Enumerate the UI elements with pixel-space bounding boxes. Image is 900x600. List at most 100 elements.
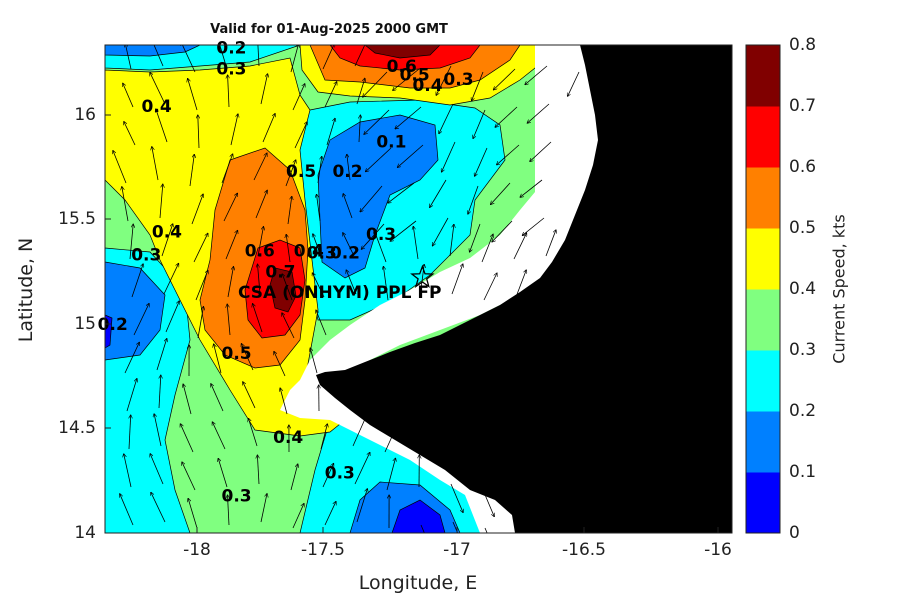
speed-band-0.1 — [105, 261, 166, 361]
current-vector-arrow — [326, 118, 335, 146]
current-vector-arrow — [393, 68, 420, 91]
current-vector-arrow — [512, 448, 524, 475]
y-tick-label: 15 — [74, 314, 96, 334]
current-vector-arrow — [124, 454, 132, 488]
current-vector-arrow — [243, 382, 256, 409]
current-vector-arrow — [214, 344, 222, 374]
current-vector-arrow — [322, 45, 335, 70]
current-vector-arrow — [120, 494, 134, 526]
current-vector-arrow — [515, 270, 526, 298]
current-vector-arrow — [514, 486, 526, 513]
current-vector-arrow — [316, 310, 327, 336]
current-vector-arrow — [189, 154, 194, 187]
current-vector-arrow — [527, 103, 550, 123]
colorbar-tick-label: 0.7 — [789, 96, 817, 116]
contour-label: 0.3 — [222, 487, 252, 507]
current-vector-arrow — [225, 230, 238, 260]
current-vector-arrow — [472, 71, 484, 101]
current-vector-arrow — [124, 342, 139, 374]
star-icon — [410, 264, 435, 288]
current-vector-arrow — [191, 194, 203, 225]
contour-label: 0.2 — [332, 162, 362, 182]
current-vector-arrow — [386, 458, 396, 491]
speed-band-0.0 — [105, 314, 113, 349]
current-vector-arrow — [493, 68, 516, 90]
current-vector-arrow — [544, 445, 556, 471]
current-vector-arrow — [287, 196, 292, 225]
current-vector-arrow — [180, 424, 194, 453]
current-vector-arrow — [516, 524, 521, 533]
current-vector-arrow — [442, 141, 456, 172]
current-vector-arrow — [285, 160, 296, 187]
contour-label: 0.2 — [98, 315, 128, 335]
current-vector-arrow — [253, 153, 267, 181]
current-vector-arrow — [182, 462, 196, 491]
current-vector-arrow — [227, 304, 231, 336]
current-vector-arrow — [223, 193, 238, 222]
current-vector-arrow — [282, 313, 295, 339]
current-vector-arrow — [129, 415, 131, 450]
colorbar-swatch — [746, 228, 780, 290]
x-tick-label: -16.5 — [562, 540, 606, 560]
current-vector-arrow — [473, 109, 486, 139]
speed-band-0.7 — [269, 267, 297, 313]
current-vector-arrow — [292, 503, 304, 529]
current-vector-arrow — [413, 226, 419, 260]
colorbar-tick-label: 0.6 — [789, 157, 817, 177]
contour-label: 0.3 — [325, 464, 355, 484]
current-vectors — [113, 45, 580, 533]
current-vector-arrow — [125, 45, 132, 70]
current-vector-arrow — [153, 45, 164, 67]
current-vector-arrow — [475, 147, 488, 176]
contour-label: 0.4 — [273, 428, 303, 448]
current-vector-arrow — [388, 182, 415, 203]
current-vector-arrow — [520, 179, 543, 197]
current-vector-arrow — [183, 384, 192, 415]
current-vector-arrow — [346, 270, 357, 295]
current-vector-arrow — [343, 233, 355, 257]
current-vector-arrow — [451, 264, 463, 295]
current-vector-arrow — [126, 379, 137, 412]
current-vector-arrow — [525, 65, 548, 85]
current-vector-arrow — [241, 344, 254, 371]
current-vector-arrow — [257, 455, 259, 485]
current-vector-arrow — [228, 75, 229, 108]
current-vector-arrow — [260, 494, 267, 523]
x-tick-label: -17 — [443, 540, 471, 560]
current-vector-arrow — [158, 375, 161, 409]
contour-label: 0.3 — [307, 244, 337, 264]
current-vector-arrow — [129, 224, 133, 260]
colorbar-tick-label: 0 — [789, 523, 800, 543]
current-vector-arrow — [124, 122, 136, 146]
current-vector-arrow — [491, 182, 511, 205]
current-vector-arrow — [492, 220, 513, 242]
y-tick-label: 15.5 — [58, 209, 96, 229]
current-vector-arrow — [452, 521, 459, 533]
current-vector-arrow — [449, 224, 454, 257]
current-vector-arrow — [257, 227, 264, 257]
current-vector-arrow — [365, 147, 392, 172]
current-vector-arrow — [354, 45, 366, 67]
current-vector-arrow — [436, 65, 452, 95]
contour-label: 0.5 — [400, 66, 430, 86]
current-vector-arrow — [151, 492, 166, 523]
current-vector-arrow — [324, 82, 337, 108]
contour-label: 0.3 — [216, 59, 246, 79]
current-vector-arrow — [286, 234, 291, 263]
current-vector-arrow — [356, 78, 365, 105]
current-vector-arrow — [545, 230, 556, 257]
contour-label: 0.6 — [245, 242, 275, 262]
colorbar-swatch — [746, 411, 780, 473]
current-vector-arrow — [356, 489, 367, 523]
current-vector-arrow — [548, 521, 555, 533]
current-vector-arrow — [188, 78, 198, 111]
current-vector-arrow — [193, 233, 208, 263]
colorbar-frame — [745, 44, 781, 534]
x-tick-label: -16 — [704, 540, 732, 560]
contour-label: 0.4 — [412, 76, 442, 96]
contour-label: 0.3 — [366, 225, 396, 245]
contour-label: 0.4 — [142, 97, 172, 117]
current-vector-arrow — [292, 84, 305, 111]
current-vector-arrow — [450, 483, 463, 513]
contour-label: 0.5 — [222, 344, 252, 364]
